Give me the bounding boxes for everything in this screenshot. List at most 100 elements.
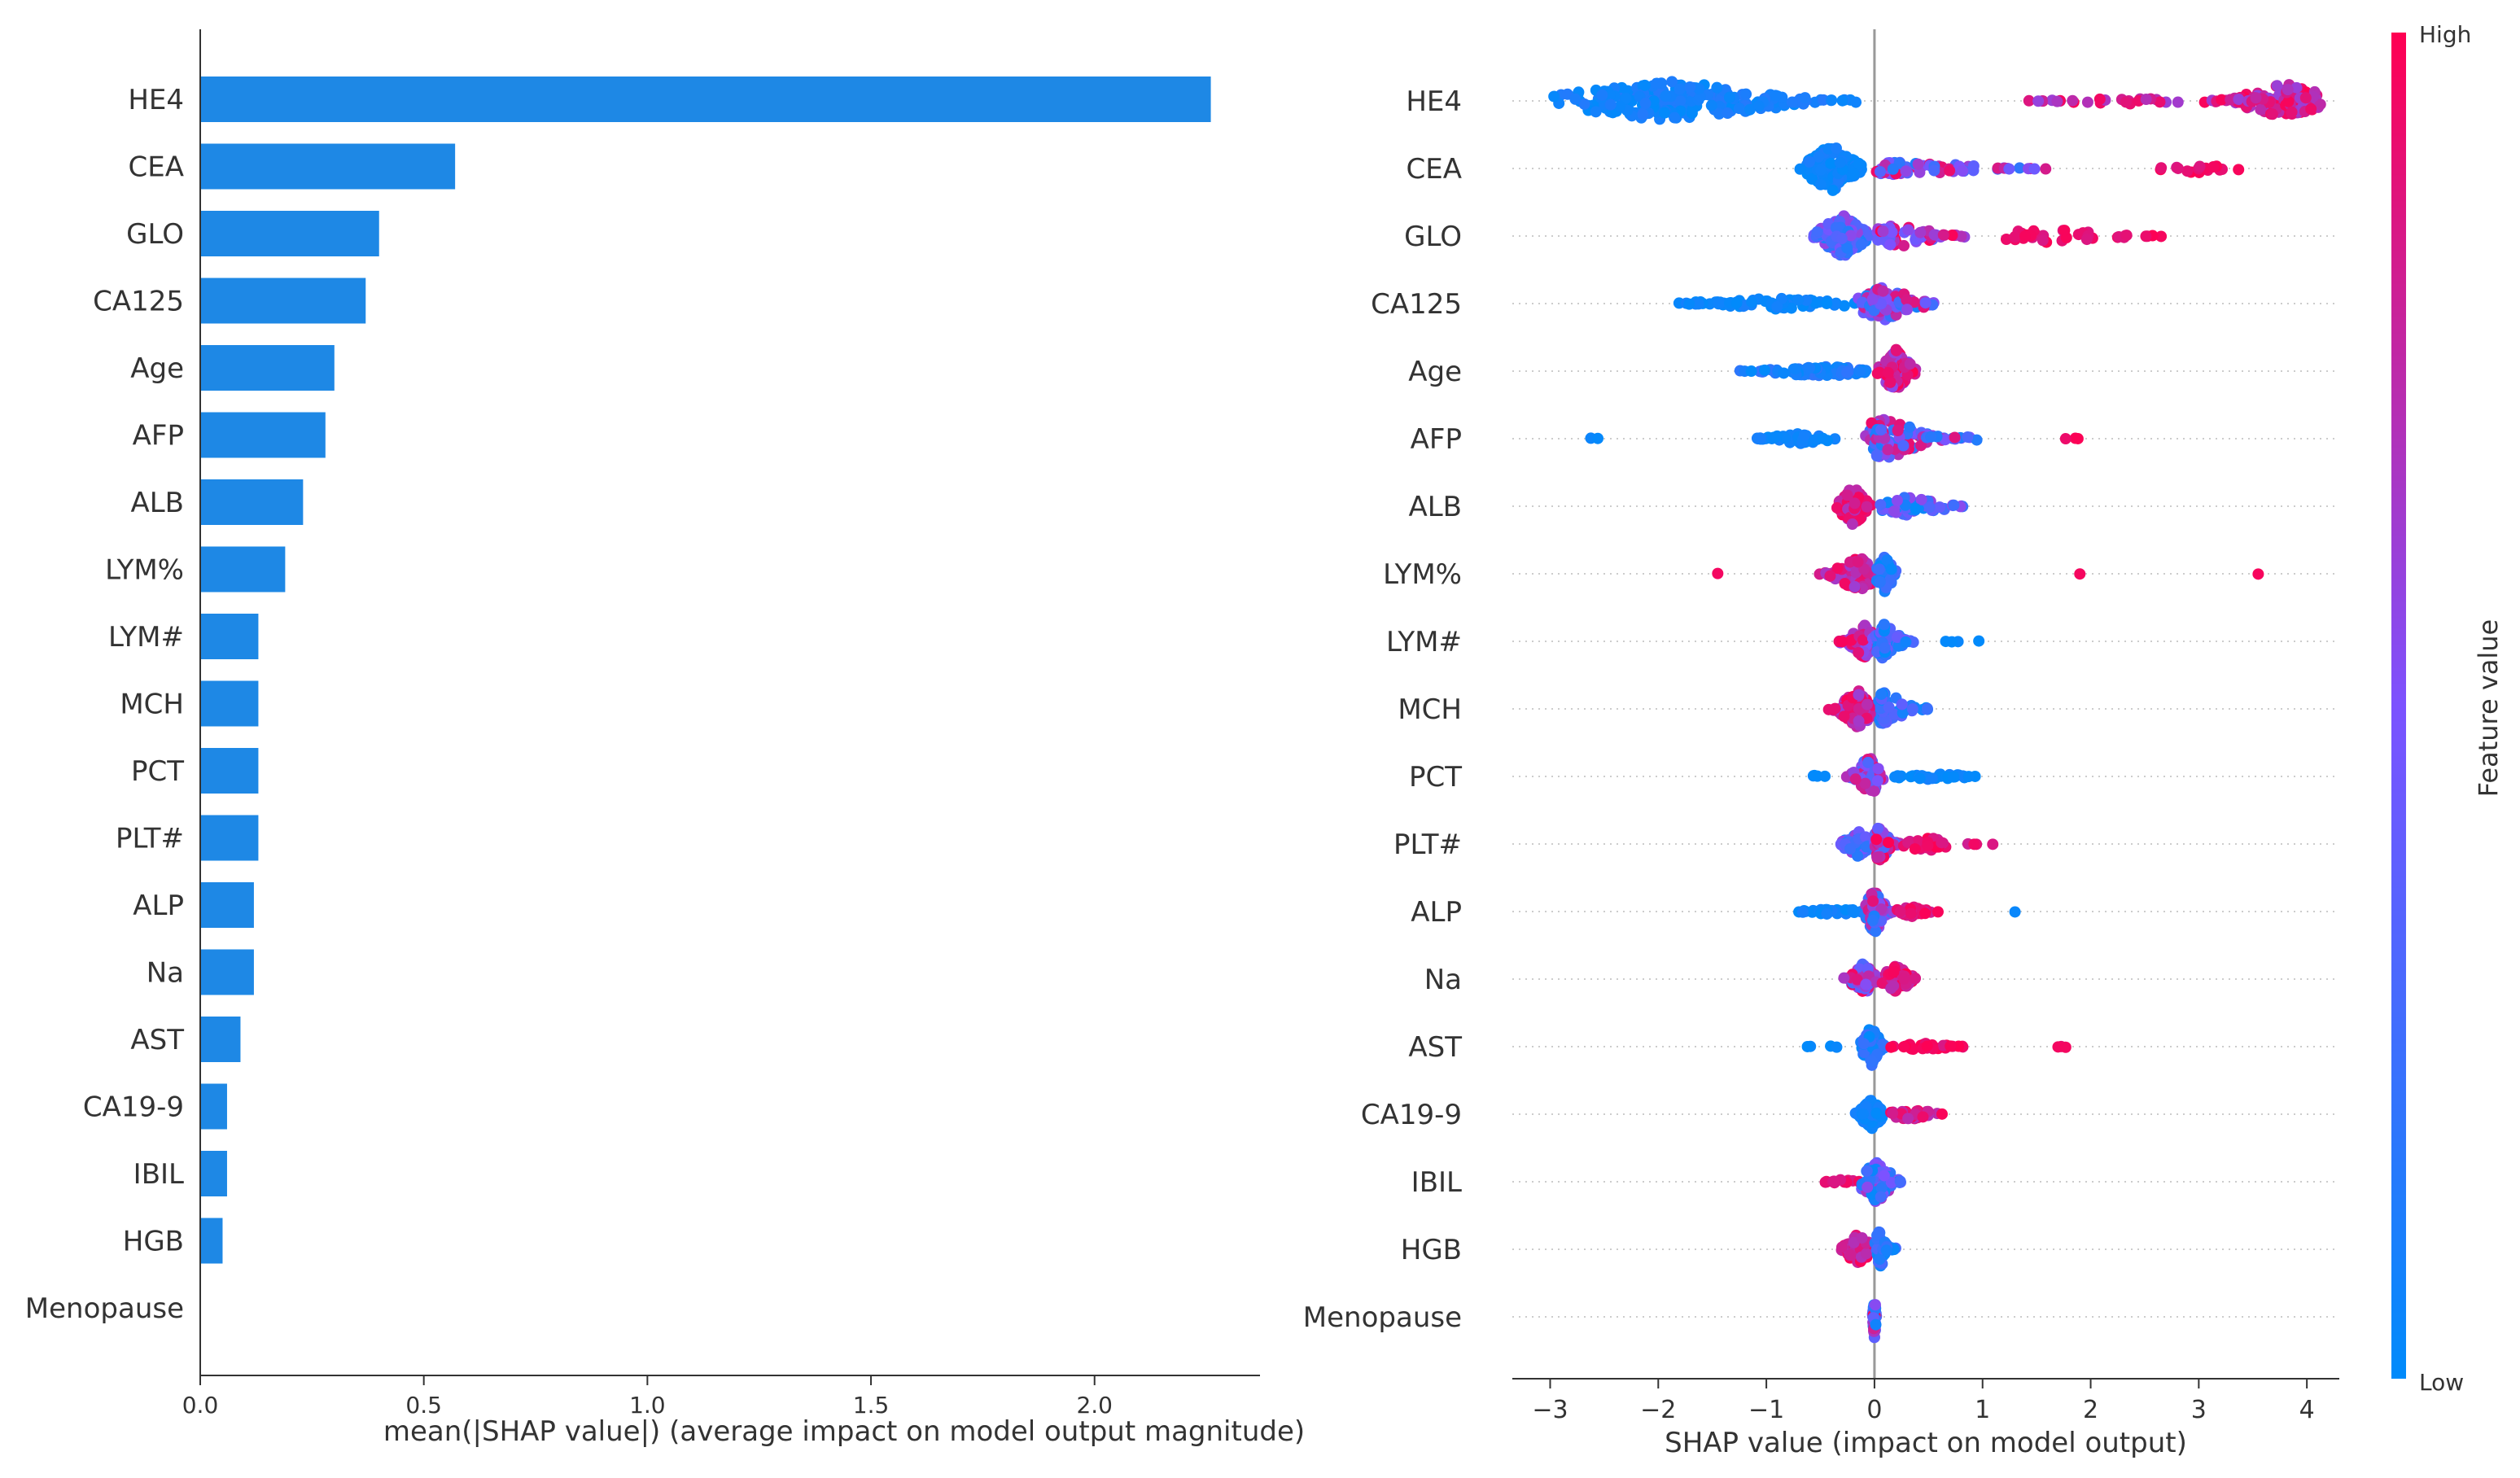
shap-point: [1926, 772, 1938, 785]
shap-point: [1853, 715, 1865, 728]
swarm-row-lym-num: [1833, 619, 1985, 664]
shap-point: [1923, 501, 1936, 514]
shap-point: [1869, 1299, 1881, 1311]
shap-point: [1801, 1040, 1813, 1052]
swarm-row-age: [1734, 343, 1922, 393]
swarm-row-alp: [1793, 887, 2021, 938]
shap-point: [1882, 366, 1894, 378]
bar-afp: [200, 412, 326, 458]
shap-point: [1604, 89, 1617, 101]
shap-point: [2080, 234, 2093, 246]
shap-point: [1910, 503, 1922, 515]
shap-point: [1905, 907, 1917, 920]
bar-chart-bars: [200, 77, 1211, 1264]
shap-point: [2207, 160, 2220, 173]
bar-ca19-9: [200, 1083, 227, 1130]
swarm-label-glo: GLO: [1404, 221, 1462, 253]
shap-point: [1712, 567, 1724, 579]
shap-point: [1827, 184, 1839, 196]
swarm-label-hgb: HGB: [1401, 1234, 1462, 1266]
shap-point: [1910, 973, 1922, 985]
shap-point: [1669, 112, 1681, 124]
bar-chart-x-ticks: 0.0 0.5 1.0 1.5 2.0: [182, 1375, 1113, 1419]
shap-point: [2250, 92, 2262, 104]
shap-point: [2081, 96, 2093, 108]
shap-point: [1745, 365, 1757, 378]
swarm-label-menopause: Menopause: [1303, 1301, 1462, 1334]
shap-point: [1733, 103, 1745, 115]
shap-point: [1846, 518, 1858, 531]
shap-point: [1906, 703, 1918, 715]
shap-point: [1962, 771, 1975, 783]
shap-point: [1711, 81, 1723, 94]
swarm-row-alb: [1831, 484, 1969, 531]
shap-point: [1866, 293, 1879, 305]
shap-point: [1771, 300, 1783, 313]
shap-point: [1862, 756, 1875, 768]
shap-point: [1855, 238, 1867, 251]
shap-point: [1882, 444, 1894, 456]
bar-hgb: [200, 1218, 223, 1264]
shap-point: [1891, 632, 1903, 644]
shap-point: [1835, 233, 1848, 245]
shap-point: [2286, 106, 2298, 118]
shap-point: [1878, 1170, 1890, 1182]
bar-alp: [200, 882, 254, 928]
shap-point: [1919, 907, 1932, 920]
shap-point: [2140, 230, 2152, 243]
shap-point: [1875, 903, 1888, 916]
shap-point: [2074, 568, 2086, 580]
bar-lym-pct: [200, 546, 286, 593]
shap-point: [1831, 1041, 1843, 1053]
colorbar: High Low Feature value: [2391, 21, 2504, 1396]
shap-point: [1860, 831, 1872, 843]
shap-point: [1614, 100, 1626, 112]
shap-point: [1900, 636, 1912, 648]
shap-point: [1819, 770, 1831, 782]
bar-label-lym-num: LYM#: [108, 621, 184, 654]
shap-point: [1841, 366, 1853, 378]
swarm-label-na: Na: [1424, 964, 1462, 996]
bar-label-cea: CEA: [129, 151, 184, 184]
shap-point: [1835, 1241, 1848, 1253]
shap-point: [1660, 90, 1672, 103]
shap-point: [1875, 688, 1888, 700]
shap-point: [1921, 1040, 1933, 1052]
shap-point: [1841, 489, 1853, 501]
shap-point: [1968, 838, 1980, 851]
shap-point: [1921, 702, 1933, 715]
shap-point: [2023, 94, 2035, 107]
shap-point: [1861, 841, 1873, 853]
shap-point: [1771, 430, 1783, 442]
shap-point: [1871, 367, 1883, 379]
shap-point: [1987, 838, 1999, 851]
shap-point: [1809, 297, 1822, 309]
swarm-row-hgb: [1835, 1226, 1901, 1272]
shap-point: [1578, 98, 1590, 110]
swarm-label-alb: ALB: [1408, 491, 1462, 523]
shap-point: [1821, 907, 1833, 920]
shap-point: [1844, 842, 1857, 855]
swarm-x-tick-label: 3: [2191, 1396, 2207, 1424]
shap-point: [2290, 81, 2303, 94]
shap-point: [1815, 164, 1827, 176]
shap-point: [2216, 94, 2228, 106]
shap-point: [1894, 1175, 1906, 1187]
shap-point: [1888, 966, 1900, 978]
shap-point: [1904, 358, 1916, 370]
shap-point: [2172, 96, 2184, 108]
bar-label-age: Age: [130, 352, 184, 385]
shap-point: [1794, 163, 1806, 175]
swarm-label-mch: MCH: [1398, 693, 1462, 726]
shap-point: [1957, 165, 1969, 177]
shap-point: [2009, 231, 2021, 243]
shap-point: [1852, 850, 1864, 862]
shap-point: [1886, 226, 1898, 238]
swarm-x-tick-label: 4: [2299, 1396, 2315, 1424]
beeswarm-x-axis-label: SHAP value (impact on model output): [1665, 1427, 2187, 1459]
swarm-row-ast: [1801, 1024, 2072, 1071]
shap-point: [2299, 92, 2312, 104]
shap-point: [1809, 769, 1821, 781]
bar-label-na: Na: [147, 957, 184, 990]
shap-point: [2154, 96, 2166, 108]
